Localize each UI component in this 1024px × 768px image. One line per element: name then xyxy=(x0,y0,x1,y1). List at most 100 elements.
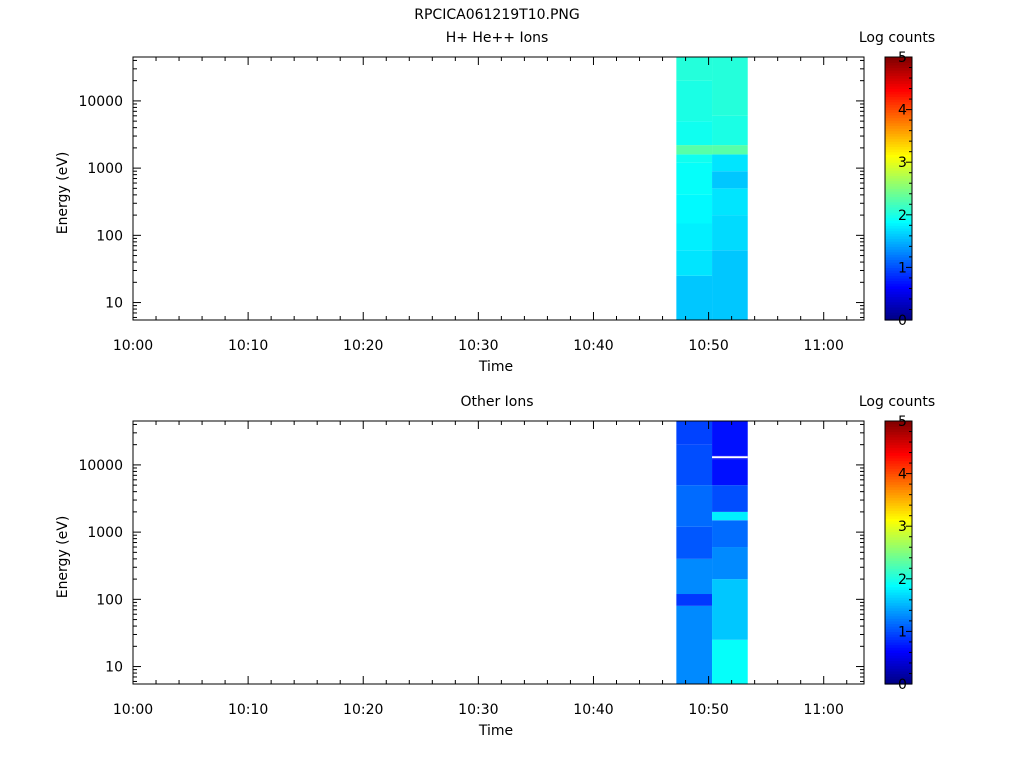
colorbar-segment xyxy=(885,143,912,148)
colorbar-segment xyxy=(885,304,912,308)
colorbar-tick-label: 3 xyxy=(898,519,907,535)
colorbar-segment xyxy=(885,518,912,522)
colorbar-segment xyxy=(885,549,912,554)
panel-other-ions: Other Ions 10:00 10:10 10:20 10:30 10:40 10:5… xyxy=(55,394,935,739)
colorbar-segment xyxy=(885,573,912,577)
colorbar-segment xyxy=(885,470,912,475)
colorbar-segment xyxy=(885,62,912,66)
colorbar-segment xyxy=(885,298,912,303)
colorbar-segment xyxy=(885,306,912,311)
colorbar-segment xyxy=(885,486,912,490)
x-tick-label: 10:40 xyxy=(573,702,613,718)
colorbar-label: Log counts xyxy=(859,394,935,410)
colorbar-segment xyxy=(885,72,912,77)
x-tick-label: 10:00 xyxy=(113,702,153,718)
colorbar-segment xyxy=(885,649,912,654)
colorbar-segment xyxy=(885,241,912,245)
colorbar-segment xyxy=(885,597,912,601)
heatmap-cell xyxy=(712,154,748,172)
heatmap-cell xyxy=(712,115,748,146)
colorbar-segment xyxy=(885,291,912,295)
colorbar-segment xyxy=(885,167,912,171)
colorbar-segment xyxy=(885,256,912,261)
colorbar-segment xyxy=(885,639,912,643)
colorbar-segment xyxy=(885,460,912,464)
y-tick-label: 10 xyxy=(105,660,123,676)
colorbar-segment xyxy=(885,620,912,625)
colorbar-segment xyxy=(885,526,912,530)
colorbar-segment xyxy=(885,188,912,192)
colorbar-segment xyxy=(885,668,912,672)
colorbar-tick-label: 4 xyxy=(898,467,907,483)
colorbar-segment xyxy=(885,149,912,153)
colorbar-segment xyxy=(885,85,912,90)
colorbar-segment xyxy=(885,196,912,200)
colorbar-segment xyxy=(885,502,912,506)
colorbar-segment xyxy=(885,193,912,197)
colorbar-segment xyxy=(885,288,912,292)
colorbar-segment xyxy=(885,421,912,425)
colorbar-segment xyxy=(885,631,912,635)
colorbar-segment xyxy=(885,151,912,155)
colorbar-segment xyxy=(885,120,912,124)
colorbar-segment xyxy=(885,523,912,527)
colorbar-segment xyxy=(885,283,912,287)
colorbar-segment xyxy=(885,57,912,61)
colorbar-segment xyxy=(885,497,912,501)
colorbar-segment xyxy=(885,602,912,606)
colorbar-segment xyxy=(885,67,912,71)
colorbar-segment xyxy=(885,536,912,540)
colorbar-segment xyxy=(885,114,912,119)
colorbar-segment xyxy=(885,444,912,448)
y-tick-label: 100 xyxy=(96,228,123,244)
colorbar-segment xyxy=(885,618,912,622)
colorbar-tick-label: 0 xyxy=(898,313,907,329)
y-tick-label: 100 xyxy=(96,592,123,608)
colorbar-segment xyxy=(885,455,912,459)
colorbar-segment xyxy=(885,481,912,485)
heatmap-cell xyxy=(676,145,713,155)
colorbar-segment xyxy=(885,515,912,519)
colorbar-segment xyxy=(885,277,912,282)
colorbar-segment xyxy=(885,101,912,105)
colorbar-segment xyxy=(885,177,912,182)
colorbar-segment xyxy=(885,209,912,213)
colorbar-segment xyxy=(885,568,912,572)
colorbar-segment xyxy=(885,505,912,509)
heatmap-cell xyxy=(712,171,748,189)
colorbar-segment xyxy=(885,272,912,276)
colorbar-segment xyxy=(885,70,912,74)
colorbar-segment xyxy=(885,581,912,585)
heatmap-cell xyxy=(676,80,713,122)
colorbar-segment xyxy=(885,238,912,242)
heatmap-cell xyxy=(676,154,713,163)
colorbar-segment xyxy=(885,88,912,92)
colorbar-tick-label: 2 xyxy=(898,572,907,588)
colorbar-segment xyxy=(885,626,912,630)
colorbar-segment xyxy=(885,117,912,121)
colorbar-segment xyxy=(885,251,912,255)
colorbar-segment xyxy=(885,199,912,203)
heatmap-cell xyxy=(676,57,713,81)
colorbar-label: Log counts xyxy=(859,30,935,46)
colorbar-segment xyxy=(885,623,912,627)
colorbar-segment xyxy=(885,541,912,546)
heatmap-cell xyxy=(676,526,713,559)
colorbar-segment xyxy=(885,534,912,538)
colorbar-segment xyxy=(885,314,912,318)
fill-value-line xyxy=(712,456,748,459)
y-tick-label: 10000 xyxy=(78,94,123,110)
colorbar-segment xyxy=(885,513,912,517)
colorbar-segment xyxy=(885,246,912,250)
colorbar-segment xyxy=(885,589,912,593)
colorbar-segment xyxy=(885,555,912,559)
colorbar-segment xyxy=(885,128,912,132)
panel-title: Other Ions xyxy=(460,394,533,410)
colorbar-segment xyxy=(885,507,912,512)
colorbar-segment xyxy=(885,164,912,169)
colorbar-segment xyxy=(885,465,912,469)
colorbar-segment xyxy=(885,439,912,443)
colorbar-segment xyxy=(885,560,912,564)
colorbar-segment xyxy=(885,510,912,514)
colorbar-segment xyxy=(885,636,912,640)
